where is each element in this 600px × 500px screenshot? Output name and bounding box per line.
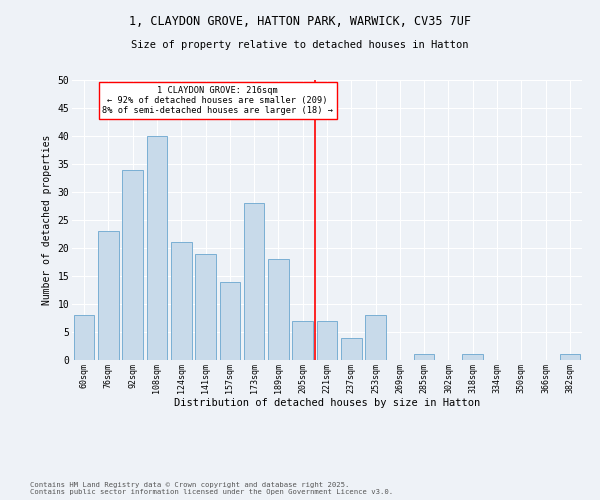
Bar [171, 242, 191, 360]
Bar [317, 321, 337, 360]
Bar [365, 315, 386, 360]
Bar [463, 354, 483, 360]
Bar [122, 170, 143, 360]
Bar [146, 136, 167, 360]
Text: Size of property relative to detached houses in Hatton: Size of property relative to detached ho… [131, 40, 469, 50]
Text: Contains HM Land Registry data © Crown copyright and database right 2025.
Contai: Contains HM Land Registry data © Crown c… [30, 482, 393, 495]
Bar [244, 203, 265, 360]
Text: 1 CLAYDON GROVE: 216sqm
← 92% of detached houses are smaller (209)
8% of semi-de: 1 CLAYDON GROVE: 216sqm ← 92% of detache… [102, 86, 333, 116]
Bar [414, 354, 434, 360]
Bar [98, 231, 119, 360]
Bar [220, 282, 240, 360]
X-axis label: Distribution of detached houses by size in Hatton: Distribution of detached houses by size … [174, 398, 480, 408]
Bar [292, 321, 313, 360]
Y-axis label: Number of detached properties: Number of detached properties [42, 135, 52, 305]
Bar [268, 259, 289, 360]
Text: 1, CLAYDON GROVE, HATTON PARK, WARWICK, CV35 7UF: 1, CLAYDON GROVE, HATTON PARK, WARWICK, … [129, 15, 471, 28]
Bar [74, 315, 94, 360]
Bar [341, 338, 362, 360]
Bar [195, 254, 216, 360]
Bar [560, 354, 580, 360]
